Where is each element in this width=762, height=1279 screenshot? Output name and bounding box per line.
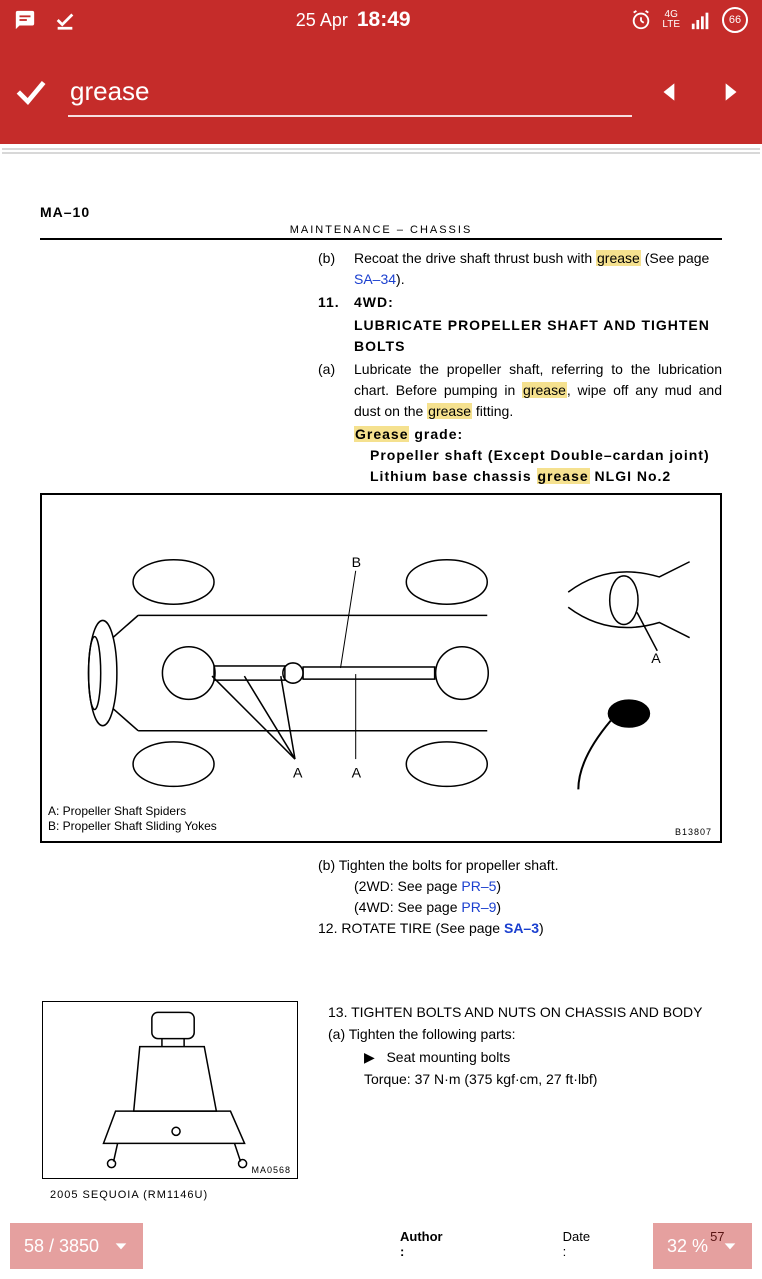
highlight-grease: grease (427, 403, 472, 419)
battery-icon: 66 (722, 7, 748, 33)
marker-12: 12. (318, 920, 337, 936)
statusbar-left (14, 9, 76, 31)
chassis-diagram: A A B A A: Propeller Shaft Spiders B: Pr… (40, 493, 722, 843)
grade-line1: Propeller shaft (Except Double–cardan jo… (370, 445, 722, 466)
document-id: 2005 SEQUOIA (RM1146U) (50, 1189, 722, 1201)
seat-diagram-code: MA0568 (251, 1165, 291, 1175)
seat-diagram: MA0568 (42, 1001, 298, 1179)
marker-b: (b) (318, 248, 354, 290)
zoom-indicator-button[interactable]: 32 % (653, 1223, 752, 1269)
step13-title: TIGHTEN BOLTS AND NUTS ON CHASSIS AND BO… (351, 1004, 702, 1020)
diagram-caption: A: Propeller Shaft Spiders B: Propeller … (48, 804, 217, 835)
grease-grade-label: Grease grade: (354, 424, 722, 445)
section-header-rule: MAINTENANCE – CHASSIS (40, 224, 722, 240)
footer-date: Date : (563, 1229, 590, 1259)
chevron-down-icon (113, 1238, 129, 1254)
step13a-item: ▶ Seat mounting bolts (364, 1046, 702, 1068)
battery-percent: 66 (729, 14, 741, 26)
search-field-wrap (68, 68, 632, 117)
search-appbar (0, 40, 762, 144)
text-b2: Tighten the bolts for propeller shaft. (339, 857, 559, 873)
page-indicator-button[interactable]: 58 / 3850 (10, 1223, 143, 1269)
b2-2wd: (2WD: See page PR–5) (354, 876, 722, 897)
step13a-text: Tighten the following parts: (349, 1026, 516, 1042)
next-result-button[interactable] (708, 70, 752, 114)
step11-title2: LUBRICATE PROPELLER SHAFT AND TIGHTEN BO… (354, 315, 722, 357)
chevron-down-icon (722, 1238, 738, 1254)
b2-4wd: (4WD: See page PR–9) (354, 897, 722, 918)
statusbar-datetime: 25 Apr 18:49 (76, 8, 630, 32)
statusbar-right: 4GLTE 66 (630, 7, 748, 33)
footer-author: Author : (400, 1229, 443, 1259)
link-sa34[interactable]: SA–34 (354, 271, 396, 287)
alarm-icon (630, 9, 652, 31)
download-done-icon (54, 9, 76, 31)
diagram-code: B13807 (675, 827, 712, 837)
android-statusbar: 25 Apr 18:49 4GLTE 66 (0, 0, 762, 40)
text-block-1: (b) Recoat the drive shaft thrust bush w… (318, 248, 722, 487)
statusbar-date: 25 Apr (296, 10, 348, 30)
document-page: MA–10 MAINTENANCE – CHASSIS (b) Recoat t… (0, 154, 762, 1259)
marker-11: 11. (318, 292, 354, 313)
text-a: Lubricate the propeller shaft, referring… (354, 359, 722, 422)
diagram-label-B: B (352, 555, 361, 571)
diagram-label-A: A (651, 651, 661, 667)
section-header: MAINTENANCE – CHASSIS (40, 224, 722, 237)
marker-13: 13. (328, 1004, 347, 1020)
step13a-torque: Torque: 37 N·m (375 kgf·cm, 27 ft·lbf) (364, 1068, 702, 1090)
diagram-label-A: A (293, 765, 303, 781)
messages-icon (14, 9, 36, 31)
text-block-2: (b) Tighten the bolts for propeller shaf… (318, 855, 722, 939)
page-indicator-text: 58 / 3850 (24, 1236, 99, 1257)
grade-line2: Lithium base chassis grease NLGI No.2 (370, 466, 722, 487)
step12-text: ROTATE TIRE (See page SA–3) (341, 920, 543, 936)
highlight-grease: grease (522, 382, 567, 398)
confirm-search-button[interactable] (10, 71, 52, 113)
page-code: MA–10 (40, 204, 722, 220)
text-block-3: 13. TIGHTEN BOLTS AND NUTS ON CHASSIS AN… (328, 1001, 702, 1179)
diagram-label-A: A (352, 765, 362, 781)
chassis-diagram-svg: A A B A (42, 495, 720, 841)
seat-diagram-svg (43, 1002, 297, 1178)
prev-result-button[interactable] (648, 70, 692, 114)
signal-icon (690, 9, 712, 31)
link-sa3[interactable]: SA–3 (504, 920, 539, 936)
network-type-icon: 4GLTE (662, 10, 680, 30)
seat-section: MA0568 13. TIGHTEN BOLTS AND NUTS ON CHA… (40, 1001, 722, 1179)
zoom-indicator-text: 32 % (667, 1236, 708, 1257)
step11-title1: 4WD: (354, 292, 394, 313)
statusbar-time: 18:49 (357, 8, 411, 31)
search-input[interactable] (68, 68, 632, 117)
highlight-grease: grease (596, 250, 641, 266)
highlight-grease: grease (537, 468, 590, 484)
link-pr5[interactable]: PR–5 (461, 878, 496, 894)
link-pr9[interactable]: PR–9 (461, 899, 496, 915)
marker-13a: (a) (328, 1026, 345, 1042)
marker-b2: (b) (318, 857, 335, 873)
marker-a: (a) (318, 359, 354, 422)
text-b: Recoat the drive shaft thrust bush with … (354, 248, 722, 290)
